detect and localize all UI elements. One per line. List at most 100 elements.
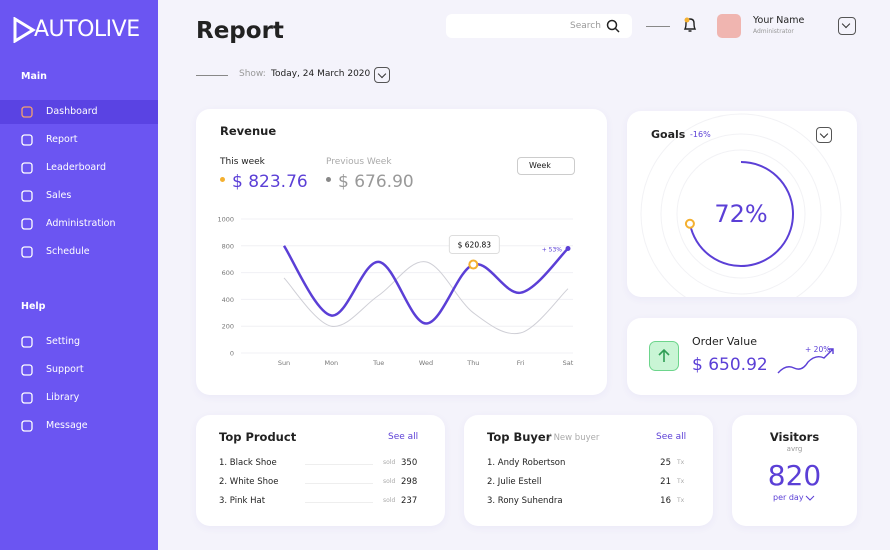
y-tick-label: 800 xyxy=(222,242,234,250)
unit: Tx xyxy=(677,497,685,504)
x-tick-label: Sat xyxy=(563,359,574,367)
icon-shape xyxy=(21,106,33,118)
unit: sold xyxy=(383,459,396,466)
x-tick-label: Sun xyxy=(278,359,290,367)
top-buyer-card xyxy=(464,415,713,526)
brand: AUTOLIVE xyxy=(34,17,140,42)
visitors-card xyxy=(732,415,857,526)
goals-dropdown[interactable] xyxy=(816,127,832,143)
buyer-name: 1. Andy Robertson xyxy=(487,458,566,468)
nav-icon xyxy=(21,218,33,230)
tooltip xyxy=(448,235,500,255)
goal-arc xyxy=(688,161,794,267)
nav-item[interactable]: Report xyxy=(46,134,78,145)
goals-gauge xyxy=(640,113,842,297)
user-name: Your Name xyxy=(753,15,805,26)
x-tick-label: Mon xyxy=(324,359,338,367)
chevron xyxy=(805,495,815,501)
user-role: Administrator xyxy=(753,28,794,35)
ring xyxy=(676,149,806,279)
tx-count: 21 xyxy=(660,477,671,487)
sold-count: 350 xyxy=(401,458,418,468)
y-tick-label: 0 xyxy=(230,350,234,358)
visitors-title: Visitors xyxy=(769,430,820,444)
visitors-subtitle: avrg xyxy=(786,445,803,453)
series-line xyxy=(282,245,569,325)
x-tick-label: Tue xyxy=(372,359,384,367)
nav-item[interactable]: Setting xyxy=(46,336,81,347)
divider xyxy=(196,75,228,76)
previous-label: Previous Week xyxy=(326,157,392,167)
visitors-period: per day xyxy=(773,493,804,502)
change-label: + 53% xyxy=(542,246,563,253)
show-label: Show: xyxy=(239,69,266,79)
nav-icon xyxy=(21,364,33,376)
see-all[interactable]: See all xyxy=(656,432,687,442)
icon-shape xyxy=(21,246,33,258)
top-buyer-subtitle: / New buyer xyxy=(548,433,600,443)
ring xyxy=(660,133,822,295)
logo xyxy=(13,17,36,43)
nav-icon xyxy=(21,246,33,258)
buyer-name: 2. Julie Estell xyxy=(487,477,542,487)
row-line xyxy=(305,464,373,465)
date: Today, 24 March 2020 xyxy=(271,69,371,79)
y-tick-label: 400 xyxy=(222,296,234,304)
nav-icon xyxy=(21,134,33,146)
nav-item[interactable]: Leaderboard xyxy=(46,162,107,173)
unit: sold xyxy=(383,497,396,504)
page-title: Report xyxy=(196,18,284,44)
order-change: + 20% xyxy=(805,345,831,354)
series-line xyxy=(283,261,569,335)
previous-value: $ 676.90 xyxy=(338,172,414,192)
end-point xyxy=(565,245,571,251)
nav-item[interactable]: Dashboard xyxy=(46,106,98,117)
dot xyxy=(220,177,225,182)
revenue-chart: 0 200 400 600 800 1000 Sun Mon Tue Wed Thu Fri Sat $ … xyxy=(217,216,574,368)
icon-shape xyxy=(21,134,33,146)
goals-change: -16% xyxy=(690,130,711,139)
y-tick-label: 1000 xyxy=(217,216,234,224)
tx-count: 16 xyxy=(660,496,671,506)
tx-count: 25 xyxy=(660,458,671,468)
nav-icon xyxy=(21,336,33,348)
ring xyxy=(640,113,842,297)
nav-item[interactable]: Schedule xyxy=(46,246,90,257)
nav-item[interactable]: Library xyxy=(46,392,80,403)
period-dropdown[interactable] xyxy=(517,157,575,175)
date-dropdown[interactable] xyxy=(374,67,390,83)
product-name: 1. Black Shoe xyxy=(219,458,277,468)
nav-icon xyxy=(21,106,33,118)
bell-icon[interactable] xyxy=(682,16,698,34)
product-name: 3. Pink Hat xyxy=(219,496,266,506)
nav-item[interactable]: Administration xyxy=(46,218,116,229)
nav-section: Help xyxy=(21,301,46,312)
search-box[interactable] xyxy=(446,14,632,38)
up-icon xyxy=(649,341,679,371)
buyer-name: 3. Rony Suhendra xyxy=(487,496,563,506)
goals-title: Goals xyxy=(651,128,686,141)
icon-shape xyxy=(21,218,33,230)
nav-icon xyxy=(21,420,33,432)
search-icon[interactable] xyxy=(606,19,620,33)
this-week-label: This week xyxy=(220,157,265,167)
dot xyxy=(326,177,331,182)
nav-item[interactable]: Support xyxy=(46,364,84,375)
product-name: 2. White Shoe xyxy=(219,477,279,487)
see-all[interactable]: See all xyxy=(388,432,419,442)
search-placeholder: Search xyxy=(570,21,601,31)
nav-item[interactable]: Sales xyxy=(46,190,72,201)
unit: Tx xyxy=(677,478,685,485)
this-week-value: $ 823.76 xyxy=(232,172,308,192)
row-line xyxy=(305,502,373,503)
divider xyxy=(646,26,670,27)
user-dropdown[interactable] xyxy=(838,17,856,35)
tooltip-text: $ 620.83 xyxy=(458,241,492,250)
icon-shape xyxy=(21,336,33,348)
goals-value: 72% xyxy=(714,200,768,228)
nav-icon xyxy=(21,162,33,174)
icon-shape xyxy=(21,420,33,432)
avatar[interactable] xyxy=(717,14,741,38)
order-title: Order Value xyxy=(692,335,757,348)
nav-item[interactable]: Message xyxy=(46,420,88,431)
